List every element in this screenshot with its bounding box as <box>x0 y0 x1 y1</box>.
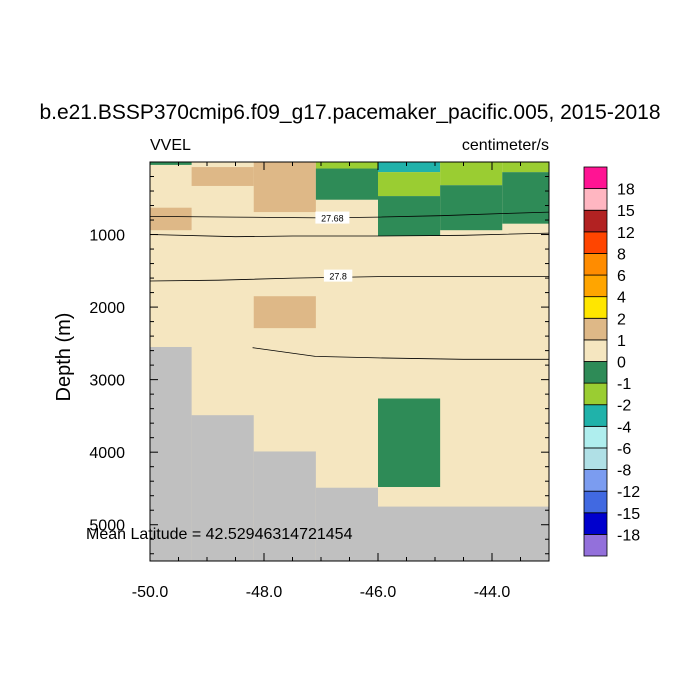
data-cell <box>440 185 503 231</box>
plot-area: 27.68 27.8 <box>149 161 550 562</box>
data-cell <box>150 162 192 165</box>
y-axis-label: Depth (m) <box>53 313 75 402</box>
colorbar-label: -18 <box>617 527 640 544</box>
data-cell <box>378 172 441 197</box>
colorbar-box <box>583 296 608 319</box>
data-cell <box>191 167 254 186</box>
data-cell <box>378 398 441 488</box>
land-mask <box>150 346 549 561</box>
colorbar-box <box>583 274 608 298</box>
colorbar-box <box>583 382 608 406</box>
land-cell <box>191 415 254 561</box>
colorbar-label: -8 <box>617 463 631 480</box>
colorbar-box <box>583 469 608 492</box>
colorbar-box <box>583 490 608 514</box>
colorbar-label: -2 <box>617 398 631 415</box>
y-tick-label: 5000 <box>89 518 125 535</box>
x-tick-label: -46.0 <box>360 584 397 601</box>
data-cell <box>315 168 378 200</box>
contour-label: 27.68 <box>321 214 344 224</box>
colorbar-label: 8 <box>617 246 626 263</box>
data-cell <box>502 172 549 224</box>
data-cell <box>440 162 503 186</box>
colorbar-label: -15 <box>617 506 640 523</box>
y-tick-label: 2000 <box>89 300 125 317</box>
y-tick-labels: 1000 2000 3000 4000 5000 <box>89 228 125 535</box>
colorbar-label: -4 <box>617 419 631 436</box>
colorbar-label: 2 <box>617 311 626 328</box>
y-tick-label: 1000 <box>89 228 125 245</box>
mean-latitude-annotation: Mean Latitude = 42.52946314721454 <box>86 526 353 543</box>
colorbar-box <box>583 253 608 276</box>
colorbar-label: -12 <box>617 484 640 501</box>
contour-line <box>149 232 550 238</box>
data-cell <box>378 162 441 173</box>
land-cell <box>253 451 316 561</box>
colorbar-label: 6 <box>617 268 626 285</box>
land-cell <box>150 346 192 561</box>
colorbar-box <box>583 512 608 535</box>
contour-label-box <box>323 269 353 282</box>
colorbar-label: 1 <box>617 333 626 350</box>
units-label: centimeter/s <box>462 137 549 154</box>
colorbar-label: -6 <box>617 441 631 458</box>
data-cell <box>315 162 378 169</box>
colorbar-label: 4 <box>617 290 626 307</box>
data-cell <box>253 296 316 329</box>
colorbar-label: 15 <box>617 203 635 220</box>
colorbar-box <box>583 533 608 557</box>
y-tick-label: 4000 <box>89 445 125 462</box>
colorbar-label: 18 <box>617 182 635 199</box>
data-cell <box>150 207 192 231</box>
colorbar-label: 0 <box>617 355 626 372</box>
colorbar-box <box>583 209 608 233</box>
colorbar-label: -1 <box>617 376 631 393</box>
colorbar-box <box>583 339 608 362</box>
x-tick-label: -48.0 <box>246 584 283 601</box>
data-cell <box>253 162 316 213</box>
land-cell <box>378 506 549 561</box>
data-cell <box>502 162 549 173</box>
contour-line <box>149 211 550 219</box>
x-tick-label: -50.0 <box>132 584 169 601</box>
colorbar-box <box>583 404 608 427</box>
variable-label: VVEL <box>150 137 191 154</box>
colorbar-box <box>583 425 608 449</box>
colorbar: 18 15 12 8 6 4 2 1 0 -1 -2 -4 -6 -8 -12 -15 -18 <box>583 166 640 557</box>
contour-label: 27.8 <box>329 272 347 282</box>
data-cells <box>150 162 549 488</box>
axis-ticks <box>149 162 549 561</box>
chart-title: b.e21.BSSP370cmip6.f09_g17.pacemaker_pac… <box>39 101 660 124</box>
y-tick-label: 3000 <box>89 373 125 390</box>
contour-label-box <box>315 211 350 224</box>
colorbar-label: 12 <box>617 225 635 242</box>
contour-line <box>252 347 549 360</box>
contour-lines: 27.68 27.8 <box>149 211 550 360</box>
colorbar-box <box>583 166 608 190</box>
colorbar-box <box>583 231 608 254</box>
colorbar-box <box>583 317 608 341</box>
land-cell <box>315 487 378 561</box>
colorbar-box <box>583 188 608 211</box>
colorbar-box <box>583 447 608 470</box>
x-tick-label: -44.0 <box>474 584 511 601</box>
colorbar-box <box>583 361 608 384</box>
x-tick-labels: -50.0 -48.0 -46.0 -44.0 <box>132 584 511 601</box>
